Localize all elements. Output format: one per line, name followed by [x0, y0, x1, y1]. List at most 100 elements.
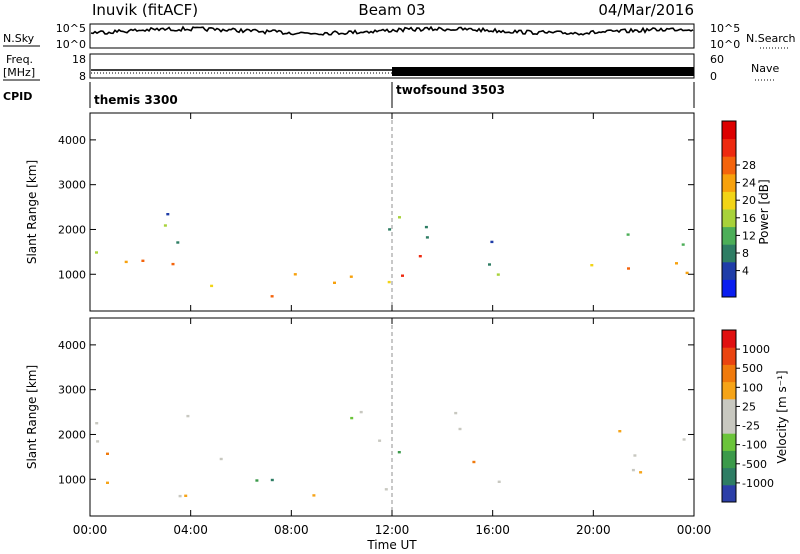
colorbar-swatch [722, 416, 736, 434]
scatter-cell [397, 451, 401, 454]
x-tick-label: 20:00 [576, 523, 611, 537]
y-tick-label: 4000 [58, 339, 86, 352]
scatter-cell [681, 243, 685, 246]
velocity-ticks: 1000 2000 3000 4000 [58, 318, 695, 516]
scatter-cell [210, 284, 214, 288]
scatter-cell [176, 241, 180, 244]
scatter-cell [626, 233, 630, 236]
y-tick-label: 1000 [58, 473, 86, 486]
colorbar-swatch [722, 347, 736, 365]
colorbar-swatch [722, 279, 736, 298]
freq-trace [91, 67, 694, 76]
cpid-label: CPID [3, 90, 32, 103]
scatter-cell [359, 410, 363, 414]
nsky-frame [89, 23, 695, 49]
y-tick-label: 4000 [58, 134, 86, 147]
power-ylabel: Slant Range [km] [25, 160, 39, 264]
scatter-cell [387, 280, 391, 284]
colorbar-tick-label: 1000 [742, 343, 770, 356]
colorbar-swatch [722, 173, 736, 192]
scatter-cell [270, 295, 274, 298]
scatter-cell [458, 427, 462, 431]
cpid-mode-2: twofsound 3503 [396, 83, 505, 97]
nave-right-tick-top: 60 [710, 53, 724, 66]
velocity-scatter [95, 410, 686, 498]
x-tick-label: 00:00 [73, 523, 108, 537]
velocity-panel: 1000 2000 3000 4000 Slant Range [km] 1000 50… [25, 317, 789, 517]
freq-left-tick-bottom: 8 [79, 70, 86, 83]
nsky-right-tick-bottom: 10^0 [710, 38, 740, 51]
power-colorbar-label: Power [dB] [757, 179, 771, 244]
colorbar-tick-label: 28 [742, 159, 756, 172]
scatter-cell [401, 274, 404, 277]
nsky-label: N.Sky [3, 32, 35, 45]
scatter-cell [627, 267, 630, 270]
scatter-cell [95, 251, 98, 254]
colorbar-swatch [722, 191, 736, 210]
scatter-cell [350, 416, 354, 420]
scatter-cell [682, 438, 686, 441]
x-tick-label: 12:00 [375, 523, 410, 537]
beam-title: Beam 03 [358, 1, 425, 19]
nave-label: Nave [751, 62, 779, 75]
scatter-cell [490, 240, 494, 244]
scatter-cell [454, 411, 458, 415]
colorbar-swatch [722, 121, 736, 140]
scatter-cell [106, 481, 109, 484]
colorbar-tick-label: 500 [742, 362, 763, 375]
nsky-line [90, 25, 694, 36]
x-tick-label: 08:00 [274, 523, 309, 537]
scatter-cell [496, 273, 500, 276]
scatter-cell [186, 414, 190, 418]
scatter-cell [590, 264, 594, 267]
scatter-cell [255, 479, 259, 482]
cpid-mode-1: themis 3300 [94, 93, 178, 107]
scatter-cell [312, 494, 316, 497]
scatter-cell [171, 262, 175, 266]
velocity-colorbar-label: Velocity [m s⁻¹] [775, 370, 789, 463]
colorbar-swatch [722, 244, 736, 263]
colorbar-swatch [722, 209, 736, 228]
freq-label-line1: Freq. [6, 53, 33, 66]
freq-panel: Freq. [MHz] 18 8 60 0 Nave [3, 53, 779, 83]
scatter-cell [497, 480, 501, 483]
velocity-colorbar: 1000 500 100 25 -25 -100 -500 -1000 [721, 329, 774, 503]
scatter-cell [639, 471, 643, 474]
nsky-left-tick-bottom: 10^0 [56, 38, 86, 51]
scatter-cell [293, 273, 297, 276]
colorbar-tick-label: -500 [742, 458, 767, 471]
nsky-trace [90, 25, 694, 36]
scatter-cell [95, 422, 99, 425]
power-ticks: 1000 2000 3000 4000 [58, 113, 695, 311]
cpid-panel: CPID themis 3300 twofsound 3503 [3, 82, 695, 108]
colorbar-tick-label: 25 [742, 400, 756, 413]
scatter-cell [618, 430, 622, 433]
scatter-cell [633, 454, 637, 457]
scatter-cell [685, 271, 689, 275]
scatter-cell [333, 281, 336, 284]
colorbar-swatch [722, 398, 736, 417]
colorbar-swatch [722, 226, 736, 245]
scatter-cell [166, 213, 170, 216]
scatter-cell [384, 488, 388, 491]
scatter-cell [631, 468, 635, 472]
colorbar-swatch [722, 156, 736, 175]
time-axis-label: Time UT [366, 538, 417, 552]
scatter-cell [141, 259, 145, 262]
colorbar-swatch [722, 330, 736, 348]
colorbar-swatch [722, 364, 736, 383]
time-axis: 00:00 04:00 08:00 12:00 16:00 20:00 00:00 [73, 523, 712, 537]
colorbar-swatch [722, 381, 736, 400]
freq-dense-band [392, 67, 694, 76]
colorbar-tick-label: 16 [742, 212, 756, 225]
scatter-cell [219, 457, 223, 461]
scatter-cell [163, 224, 167, 227]
scatter-cell [106, 452, 109, 455]
colorbar-swatch [722, 484, 736, 503]
scatter-cell [675, 262, 678, 265]
colorbar-tick-label: 100 [742, 381, 763, 394]
freq-frame [89, 53, 695, 79]
colorbar-tick-label: -1000 [742, 477, 774, 490]
y-tick-label: 3000 [58, 384, 86, 397]
